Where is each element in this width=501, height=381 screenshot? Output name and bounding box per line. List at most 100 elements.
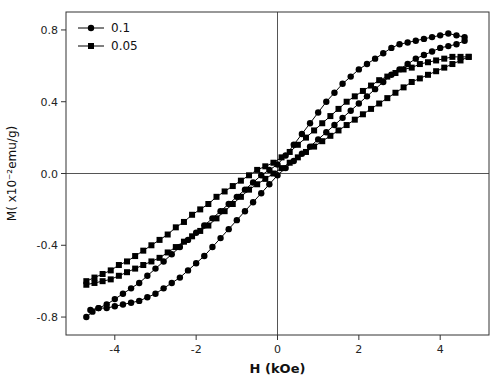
data-point — [417, 75, 423, 81]
data-point — [201, 253, 207, 259]
data-point — [120, 291, 126, 297]
y-tick — [61, 245, 66, 246]
data-point — [287, 149, 293, 155]
series-line — [90, 41, 464, 310]
data-point — [144, 273, 150, 279]
data-point — [433, 57, 439, 63]
data-point — [213, 215, 219, 221]
data-point — [100, 278, 106, 284]
data-point — [246, 172, 252, 178]
series-line — [86, 34, 464, 318]
data-point — [348, 107, 354, 113]
data-point — [246, 187, 252, 193]
data-point — [132, 266, 138, 272]
data-point — [336, 127, 342, 133]
data-point — [108, 267, 114, 273]
data-point — [262, 176, 268, 182]
data-point — [327, 133, 333, 139]
data-point — [148, 242, 154, 248]
data-point — [323, 99, 329, 105]
data-point — [222, 208, 228, 214]
data-point — [344, 99, 350, 105]
data-point — [421, 52, 427, 58]
data-point — [262, 163, 268, 169]
data-point — [417, 61, 423, 67]
data-point — [222, 188, 228, 194]
data-point — [409, 65, 415, 71]
y-tick-label: -0.4 — [37, 239, 58, 252]
data-point — [466, 54, 472, 60]
y-tick — [61, 173, 66, 174]
data-point — [344, 122, 350, 128]
data-point — [189, 233, 195, 239]
data-point — [144, 294, 150, 300]
data-point — [136, 280, 142, 286]
data-point — [287, 160, 293, 166]
x-tick — [114, 335, 115, 340]
data-point — [225, 226, 231, 232]
data-point — [103, 305, 109, 311]
data-point — [331, 90, 337, 96]
plot-frame — [66, 12, 489, 335]
y-tick — [61, 101, 66, 102]
data-point — [242, 208, 248, 214]
data-point — [453, 41, 459, 47]
x-axis-label: H (kOe) — [250, 361, 306, 376]
data-point — [429, 48, 435, 54]
data-point — [311, 127, 317, 133]
data-point — [279, 165, 285, 171]
data-point — [197, 228, 203, 234]
data-point — [270, 171, 276, 177]
data-point — [140, 248, 146, 254]
x-tick — [277, 335, 278, 340]
data-point — [254, 181, 260, 187]
data-point — [132, 253, 138, 259]
data-point — [181, 239, 187, 245]
legend-label: 0.05 — [111, 39, 138, 53]
data-point — [254, 167, 260, 173]
y-tick — [61, 29, 66, 30]
data-point — [209, 244, 215, 250]
data-point — [339, 81, 345, 87]
data-point — [160, 285, 166, 291]
data-point — [445, 30, 451, 36]
data-point — [238, 178, 244, 184]
chart: -4-2024-0.8-0.40.00.40.8H (kOe)M( x10⁻²e… — [0, 0, 501, 381]
data-point — [112, 296, 118, 302]
data-point — [453, 32, 459, 38]
data-point — [425, 59, 431, 65]
data-point — [319, 120, 325, 126]
y-tick-label: 0.0 — [41, 168, 59, 181]
y-axis-label: M( x10⁻²emu/g) — [5, 126, 19, 221]
data-point — [238, 194, 244, 200]
data-point — [368, 106, 374, 112]
data-point — [331, 122, 337, 128]
data-point — [124, 269, 130, 275]
data-point — [230, 201, 236, 207]
data-point — [295, 154, 301, 160]
data-point — [429, 34, 435, 40]
data-point — [392, 70, 398, 76]
data-point — [339, 115, 345, 121]
data-point — [356, 66, 362, 72]
x-tick — [196, 335, 197, 340]
data-point — [136, 298, 142, 304]
data-point — [425, 72, 431, 78]
data-point — [401, 84, 407, 90]
data-point — [376, 77, 382, 83]
data-point — [384, 95, 390, 101]
data-point — [327, 113, 333, 119]
x-tick-label: 2 — [355, 343, 362, 356]
data-point — [116, 273, 122, 279]
data-point — [258, 190, 264, 196]
data-point — [441, 56, 447, 62]
data-point — [173, 244, 179, 250]
data-point — [83, 282, 89, 288]
y-tick-label: 0.4 — [41, 96, 59, 109]
data-point — [120, 301, 126, 307]
data-point — [433, 68, 439, 74]
data-point — [165, 232, 171, 238]
data-point — [445, 43, 451, 49]
data-point — [449, 54, 455, 60]
data-point — [376, 101, 382, 107]
